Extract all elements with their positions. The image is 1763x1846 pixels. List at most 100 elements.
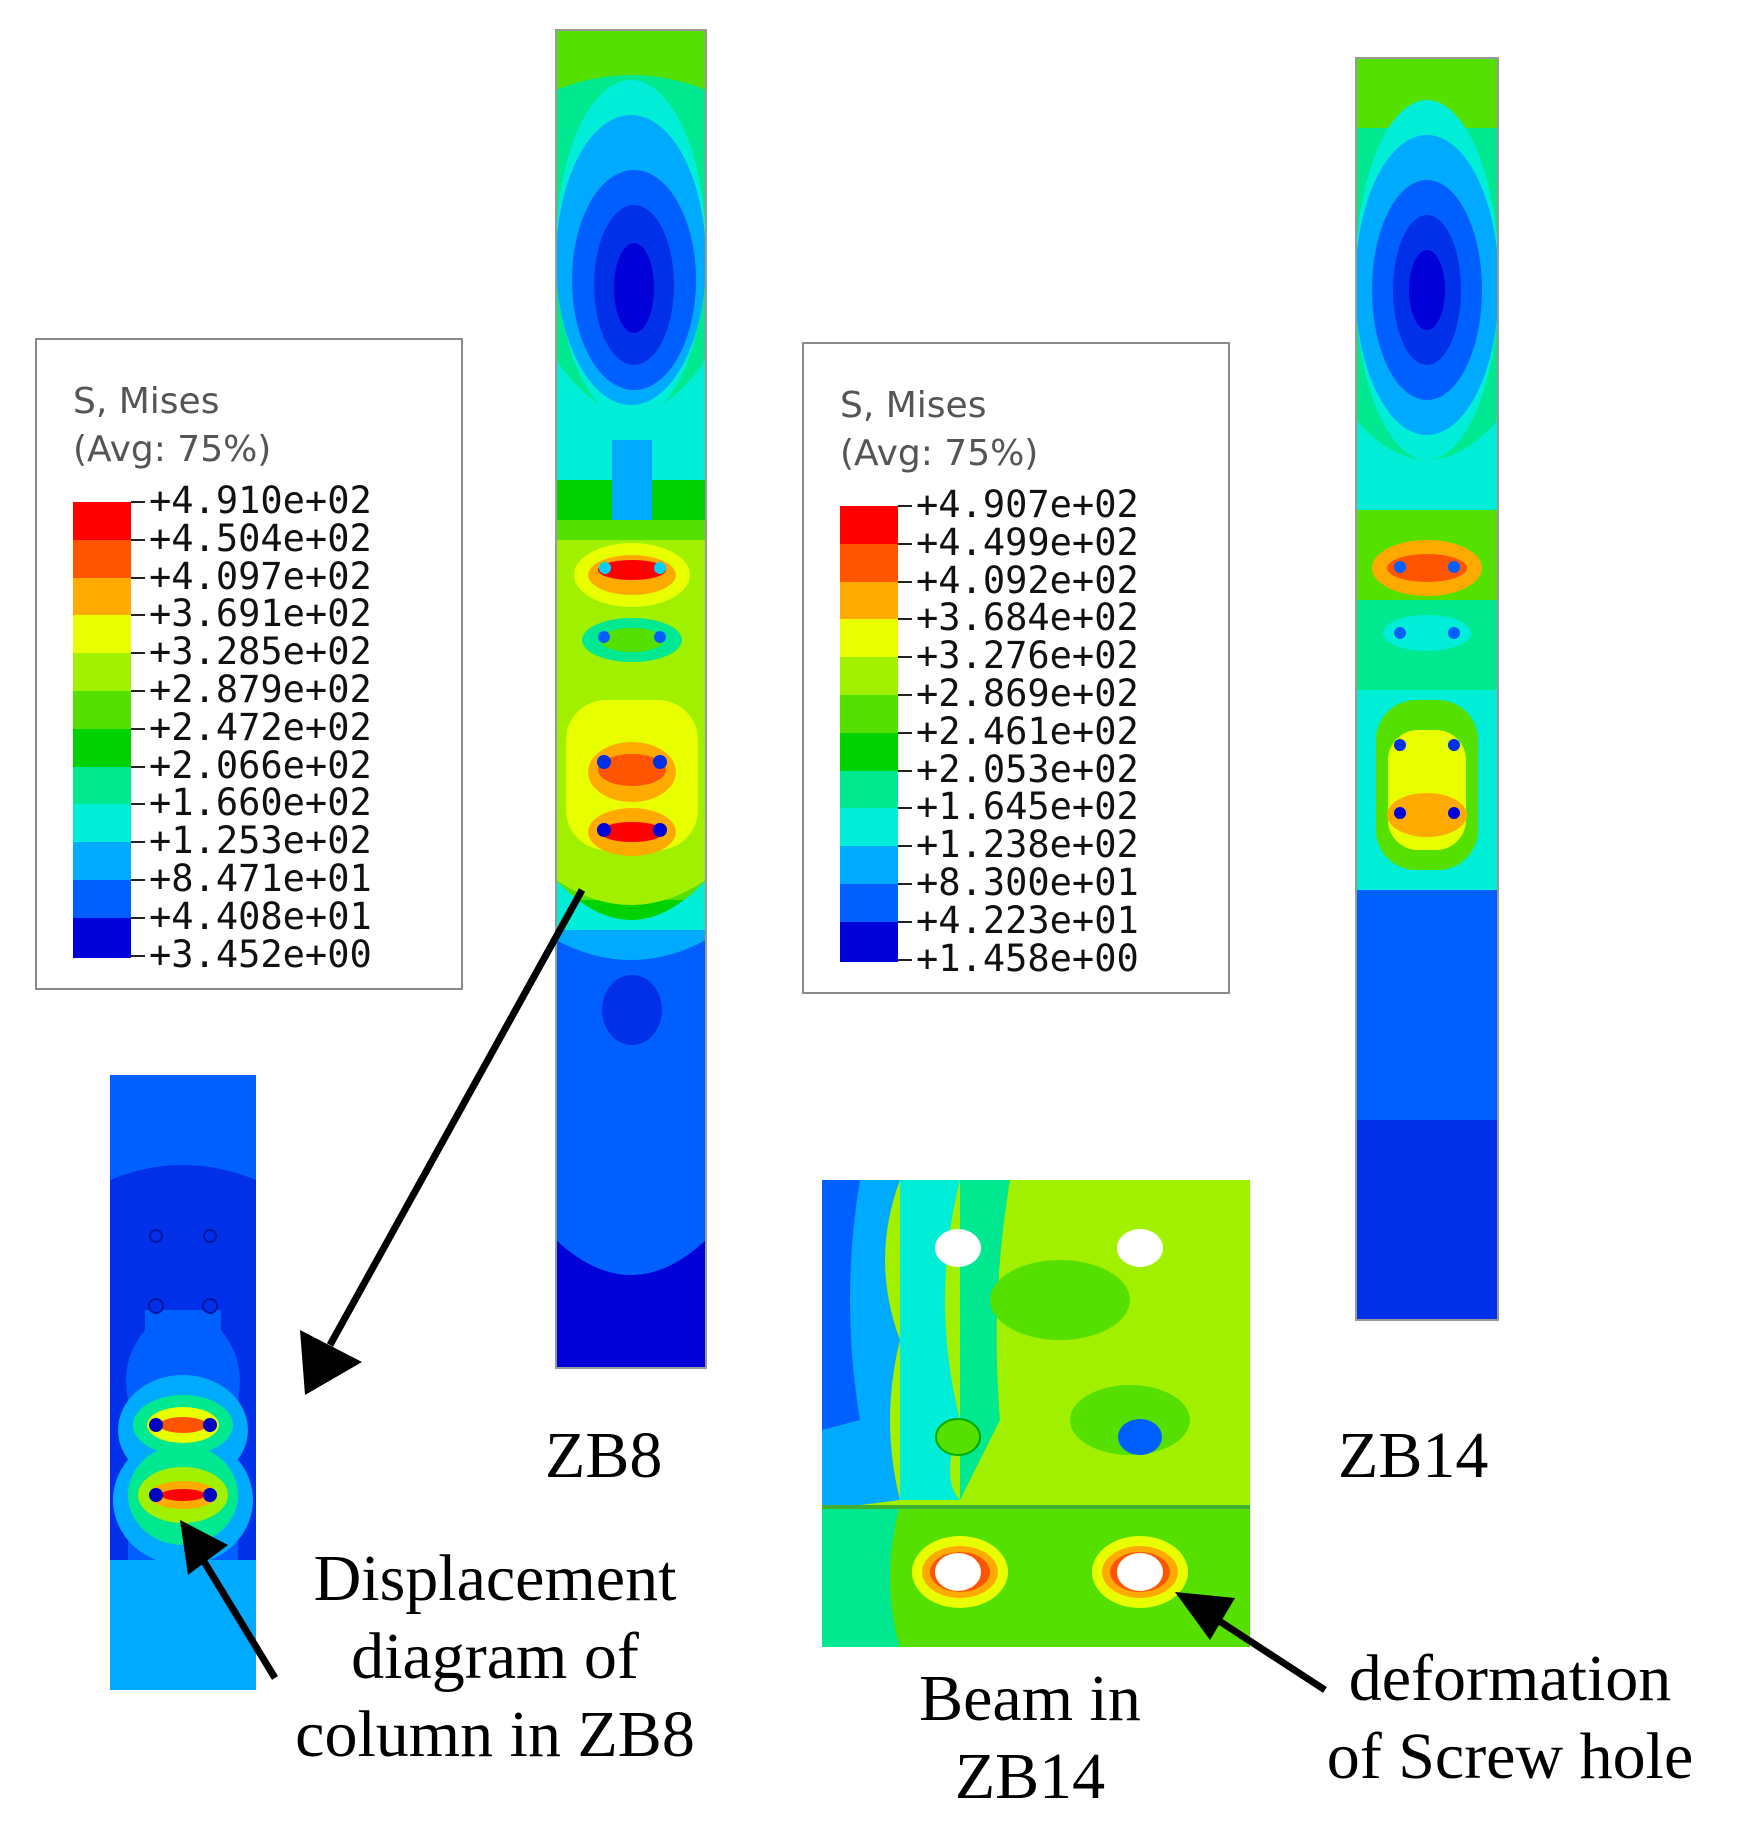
legend-left-tick xyxy=(131,614,145,617)
beam-caption: Beam in ZB14 xyxy=(880,1660,1180,1816)
legend-right-swatch xyxy=(840,543,898,583)
legend-right-value: +3.684e+02 xyxy=(916,596,1139,640)
legend-left-tick xyxy=(131,727,145,730)
legend-right-swatch xyxy=(840,884,898,923)
legend-left-tick xyxy=(131,916,145,919)
legend-right-value: +4.499e+02 xyxy=(916,520,1139,564)
legend-right-tick xyxy=(898,580,912,583)
legend-right-value: +2.461e+02 xyxy=(916,709,1139,753)
legend-left-value: +3.285e+02 xyxy=(149,630,372,674)
legend-right-value: +2.869e+02 xyxy=(916,672,1139,715)
legend-right-tick xyxy=(898,807,912,810)
legend-left-tick xyxy=(131,652,145,655)
displacement-caption: Displacement diagram of column in ZB8 xyxy=(255,1540,735,1774)
legend-left-tick xyxy=(131,954,145,957)
legend-left: S, Mises (Avg: 75%) +4.910e+02 +4.504e+02… xyxy=(35,338,463,990)
legend-right-subtitle: (Avg: 75%) xyxy=(840,433,1039,474)
legend-right-swatch xyxy=(840,695,898,734)
legend-right-swatch xyxy=(840,808,898,848)
arrow-deformation-label xyxy=(1175,1592,1327,1693)
legend-right-value: +4.223e+01 xyxy=(916,898,1139,942)
legend-left-tick xyxy=(131,765,145,768)
legend-left-value: +4.910e+02 xyxy=(149,479,372,522)
legend-left-subtitle: (Avg: 75%) xyxy=(73,429,272,470)
legend-left-swatch xyxy=(73,917,131,957)
legend-left-swatch xyxy=(73,766,131,806)
legend-left-tick xyxy=(131,538,145,541)
legend-right-value: +1.238e+02 xyxy=(916,823,1139,867)
beam-caption-line1: Beam in xyxy=(919,1662,1141,1735)
deformation-caption: deformation of Screw hole xyxy=(1290,1640,1730,1796)
legend-right-value: +8.300e+01 xyxy=(916,861,1139,904)
legend-right-value: +1.458e+00 xyxy=(916,936,1139,980)
legend-left-tick xyxy=(131,576,145,579)
zb8-displacement-contour xyxy=(110,1075,256,1690)
legend-left-swatch xyxy=(73,577,131,617)
displacement-caption-line2: diagram of xyxy=(351,1619,639,1693)
legend-right-value: +3.276e+02 xyxy=(916,634,1139,678)
legend-left-value: +4.408e+01 xyxy=(149,894,372,938)
legend-right-tick xyxy=(898,694,912,696)
displacement-caption-line3: column in ZB8 xyxy=(295,1697,695,1771)
zb14-label: ZB14 xyxy=(1338,1419,1489,1492)
legend-left-value: +4.097e+02 xyxy=(149,554,372,598)
legend-left-value: +1.253e+02 xyxy=(149,819,372,863)
legend-left-value: +2.472e+02 xyxy=(149,705,372,749)
zb8-column-contour xyxy=(556,30,706,1368)
legend-left-value: +1.660e+02 xyxy=(149,781,372,825)
legend-right-tick xyxy=(898,542,912,545)
legend-right-tick xyxy=(898,845,912,848)
legend-left-swatch xyxy=(73,502,131,541)
legend-right-tick xyxy=(898,618,912,621)
legend-left-swatch xyxy=(73,691,131,730)
arrow-displacement-label xyxy=(180,1520,278,1680)
legend-left-swatch xyxy=(73,880,131,919)
legend-left-value: +8.471e+01 xyxy=(149,857,372,900)
deformation-caption-line1: deformation xyxy=(1348,1642,1672,1715)
legend-right-swatch xyxy=(840,959,898,962)
legend-left-value: +2.066e+02 xyxy=(149,743,372,787)
legend-right-tick xyxy=(898,505,912,507)
legend-left-tick xyxy=(131,803,145,806)
legend-right-value: +1.645e+02 xyxy=(916,785,1139,829)
legend-left-tick xyxy=(131,879,145,881)
legend-left-tick xyxy=(131,841,145,844)
legend-right-tick xyxy=(898,920,912,923)
zb14-beam-contour xyxy=(822,1180,1250,1647)
legend-right-tick xyxy=(898,883,912,885)
beam-caption-line2: ZB14 xyxy=(954,1739,1106,1813)
zb8-label: ZB8 xyxy=(545,1419,663,1492)
zb14-column-contour xyxy=(1356,58,1498,1320)
displacement-caption-line1: Displacement xyxy=(313,1542,677,1615)
legend-left-value: +4.504e+02 xyxy=(149,516,372,560)
legend-left-swatch xyxy=(73,539,131,579)
legend-right-tick xyxy=(898,731,912,734)
legend-left-swatch xyxy=(73,842,131,881)
legend-right-swatch xyxy=(840,846,898,885)
legend-right-swatch xyxy=(840,506,898,545)
legend-left-swatch xyxy=(73,728,131,768)
legend-right-swatch xyxy=(840,581,898,621)
legend-left-value: +2.879e+02 xyxy=(149,668,372,711)
legend-right-tick xyxy=(898,958,912,961)
legend-right-swatch xyxy=(840,921,898,961)
legend-left-swatch xyxy=(73,615,131,655)
legend-right-value: +4.092e+02 xyxy=(916,558,1139,602)
legend-left-tick xyxy=(131,690,145,692)
legend-right-tick xyxy=(898,769,912,772)
legend-right-title: S, Mises xyxy=(840,385,987,426)
legend-right-swatch xyxy=(840,657,898,696)
legend-left-swatch xyxy=(73,653,131,692)
legend-right-swatch xyxy=(840,732,898,772)
legend-right-value: +4.907e+02 xyxy=(916,483,1139,526)
deformation-caption-line2: of Screw hole xyxy=(1326,1719,1694,1793)
legend-left-title: S, Mises xyxy=(73,381,220,422)
legend-left-swatch xyxy=(73,955,131,958)
arrow-zb8-to-column xyxy=(300,888,586,1395)
legend-left-value: +3.691e+02 xyxy=(149,592,372,636)
legend-right-value: +2.053e+02 xyxy=(916,747,1139,791)
legend-left-value: +3.452e+00 xyxy=(149,932,372,976)
legend-right-swatch xyxy=(840,770,898,810)
legend-left-swatch xyxy=(73,804,131,844)
